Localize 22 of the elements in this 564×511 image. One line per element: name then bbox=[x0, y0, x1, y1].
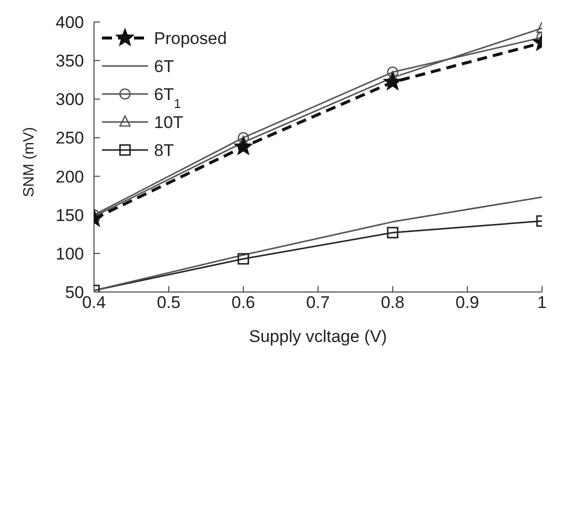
x-tick-label: 0.7 bbox=[306, 293, 330, 312]
y-axis-title: SNM (mV) bbox=[20, 127, 38, 197]
y-tick-label: 100 bbox=[56, 244, 84, 264]
y-tick-label: 350 bbox=[56, 52, 84, 71]
y-tick-label: 300 bbox=[56, 90, 84, 110]
x-tick-label: 0.9 bbox=[456, 293, 480, 312]
y-tick-label: 250 bbox=[56, 128, 84, 148]
legend-label: 6T$_{1}$ bbox=[154, 85, 181, 110]
legend-label: 8T bbox=[154, 141, 174, 160]
legend-label: 6T bbox=[154, 57, 174, 76]
x-axis-title: Supply vcltage (V) bbox=[249, 327, 387, 346]
y-tick-label: 150 bbox=[56, 206, 84, 225]
legend-label: 10T bbox=[154, 113, 184, 132]
y-tick-label: 50 bbox=[65, 283, 84, 302]
y-tick-label: 200 bbox=[56, 167, 84, 186]
x-tick-label: 1 bbox=[537, 293, 547, 312]
legend-label: Proposed bbox=[154, 29, 227, 48]
x-tick-label: 0.6 bbox=[232, 293, 256, 312]
y-tick-label: 400 bbox=[56, 13, 84, 32]
x-tick-label: 0.8 bbox=[380, 293, 404, 312]
x-tick-label: 0.4 bbox=[82, 293, 106, 312]
x-tick-label: 0.5 bbox=[156, 293, 180, 312]
